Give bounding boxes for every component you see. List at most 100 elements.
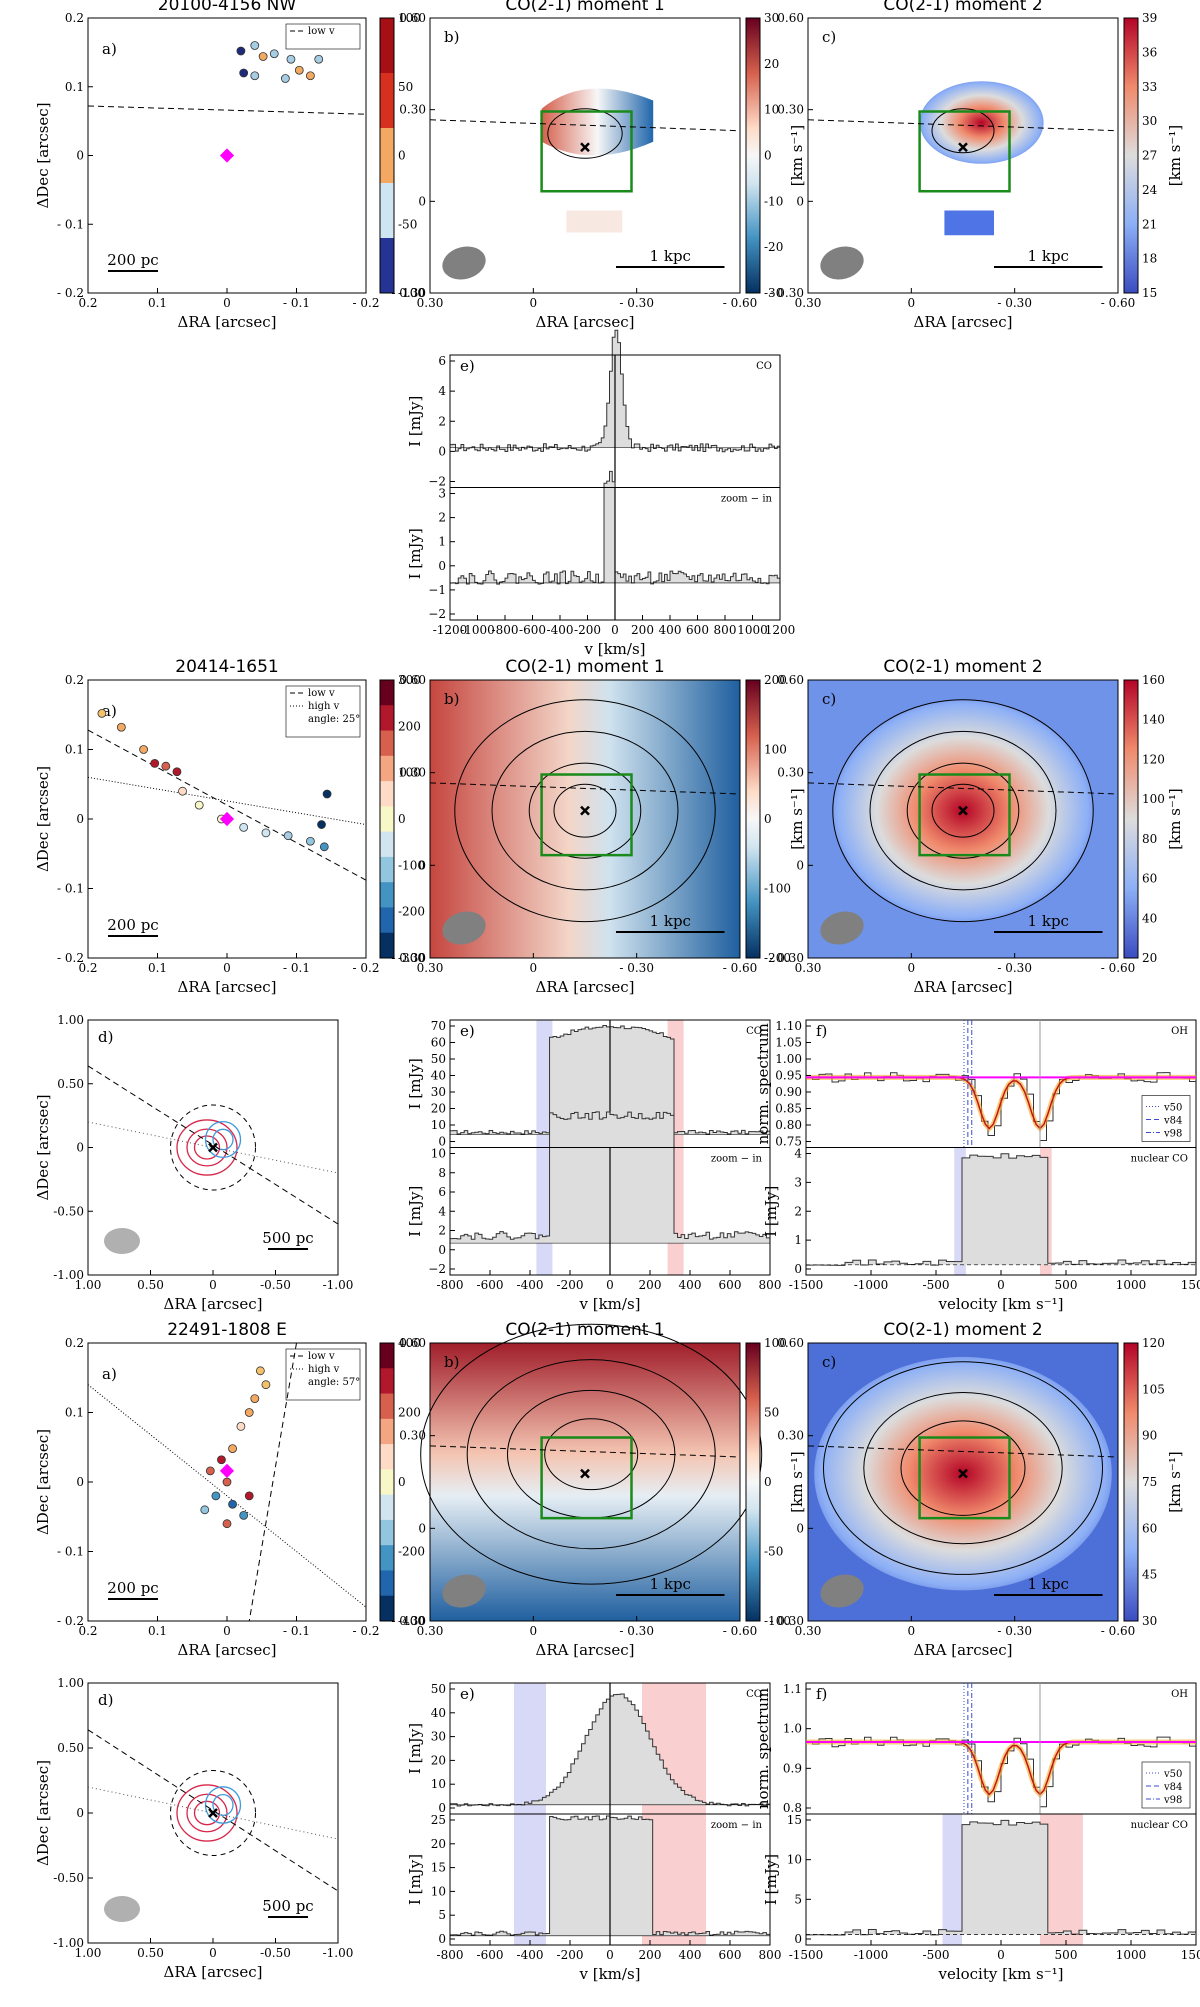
spectrum-tag: nuclear CO [1131,1154,1188,1165]
colorbar-tick-label: 200 [398,1406,421,1420]
panel-title: 20414-1651 [175,657,278,677]
y-tick-label: 0.8 [783,1801,802,1815]
y-tick-label: 0 [796,1521,804,1535]
y-tick-label: 0.85 [775,1102,802,1116]
legend-box [1141,1761,1191,1809]
y-tick-label: 10 [431,1118,446,1132]
y-tick-label: 0.50 [57,1741,84,1755]
colorbar-segment [380,183,394,239]
scale-bar-label: 1 kpc [1028,912,1069,930]
nuclear-co-line [806,1819,1196,1936]
velocity-field [430,680,740,958]
y-tick-label: 15 [431,1861,446,1875]
colorbar-gradient [746,18,760,293]
y-tick-label: 1.1 [783,1682,802,1696]
colorbar-tick-label: 0 [764,149,772,163]
x-tick-label: 0 [530,296,538,310]
colorbar-tick-label: 60 [1142,1521,1157,1535]
data-point [239,822,249,832]
y-tick-label: 0 [76,1141,84,1155]
colorbar-tick-label: -400 [398,1614,425,1628]
y-axis-label: norm. spectrum [754,1023,772,1144]
legend-box [285,23,361,50]
continuum-center-marker [219,148,235,163]
x-tick-label: - 0.30 [997,296,1032,310]
spectrum-tag: CO [746,1026,762,1037]
colorbar-gradient [1124,680,1138,958]
data-point [305,836,315,846]
colorbar-tick-label: -100 [398,286,425,300]
y-tick-label: 0.50 [57,1077,84,1091]
y-tick-label: - 0.30 [769,951,804,965]
y-tick-label: −2 [428,475,446,489]
x-tick-label: 0.30 [417,961,444,975]
y-tick-label: 30 [431,1730,446,1744]
colorbar-label: [km s⁻¹] [788,1451,806,1512]
colorbar-tick-label: 120 [1142,1336,1165,1350]
scale-bar-label: 1 kpc [1028,247,1069,265]
y-tick-label: 4 [438,384,446,398]
x-tick-label: 200 [639,1278,662,1292]
data-point [97,708,107,718]
y-tick-label: 0.30 [777,1429,804,1443]
blueshifted-contour [212,1793,234,1817]
zoom-box [540,110,633,193]
y-tick-label: 1.00 [57,1676,84,1690]
intensity-contour [491,730,679,891]
data-point [317,820,326,829]
y-tick-label: 30 [431,1085,446,1099]
redshifted-contour [193,1135,221,1160]
colorbar-segment [380,1469,394,1496]
colorbar-tick-label: -30 [764,286,783,300]
y-tick-label: 0 [794,1262,802,1276]
colorbar-tick-label: 140 [1142,713,1165,727]
x-tick-label: 0 [908,296,916,310]
x-tick-label: 0 [223,961,231,975]
data-point [261,828,271,838]
legend-entry: angle: 25° [308,714,360,725]
blue-velocity-band [514,1683,546,1814]
x-axis-label: ΔRA [arcsec] [164,1963,263,1981]
colorbar-tick-label: 80 [1142,832,1157,846]
scale-bar-label: 200 pc [107,251,158,269]
colorbar-gradient [746,680,760,958]
colorbar-segment [380,1545,394,1571]
x-tick-label: 200 [631,623,654,637]
x-tick-label: - 0.30 [619,296,654,310]
colorbar-tick-label: -50 [764,1545,783,1559]
y-tick-label: 0.30 [777,766,804,780]
colorbar-tick-label: 18 [1142,252,1157,266]
y-tick-label: 10 [431,1147,446,1161]
colorbar-tick-label: 40 [1142,911,1157,925]
panel-a-kinematics: 22491-1808 E0.2 0.1 0- 0.1- 0.20.20.10- 0.… [34,1320,425,1659]
dispersion-field [919,81,1044,164]
legend-entry: high v [308,701,340,712]
y-tick-label: 10 [787,1853,802,1867]
colorbar-segment [380,1418,394,1445]
y-tick-label: 0.60 [399,673,426,687]
y-tick-label: 8 [438,1166,446,1180]
scale-bar-label: 1 kpc [650,247,691,265]
panel-label: d) [98,1028,113,1046]
colorbar-frame [1123,1342,1139,1622]
data-point [194,800,204,810]
data-point [305,71,315,81]
data-point [236,46,246,56]
colorbar-tick-label: 0 [398,149,406,163]
beam-ellipse [104,1896,140,1922]
panel-label: f) [816,1022,827,1040]
data-point [116,722,126,732]
y-tick-label: 0.95 [775,1069,802,1083]
x-axis-label: ΔRA [arcsec] [178,1641,277,1659]
colorbar-segment [380,1368,394,1395]
x-tick-label: -600 [477,1278,504,1292]
y-tick-label: - 0.30 [769,286,804,300]
data-point [314,54,324,64]
intensity-contour [823,1361,1103,1575]
legend-entry: v50 [1163,1769,1182,1780]
y-tick-label: - 0.1 [57,882,84,896]
x-tick-label: -500 [923,1948,950,1962]
x-tick-label: 0.1 [148,961,167,975]
y-tick-label: 1.00 [775,1052,802,1066]
y-tick-label: 20 [431,1837,446,1851]
